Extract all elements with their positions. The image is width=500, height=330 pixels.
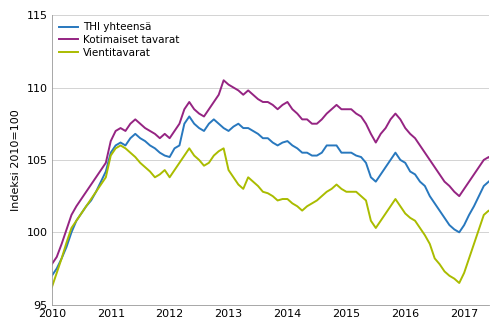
Kotimaiset tavarat bbox=[64, 227, 70, 231]
Line: Vientitavarat: Vientitavarat bbox=[52, 146, 500, 287]
Legend: THI yhteensä, Kotimaiset tavarat, Vientitavarat: THI yhteensä, Kotimaiset tavarat, Vienti… bbox=[57, 20, 182, 60]
Vientitavarat bbox=[182, 153, 188, 157]
Kotimaiset tavarat bbox=[196, 112, 202, 115]
Kotimaiset tavarat bbox=[49, 262, 55, 266]
Vientitavarat bbox=[64, 241, 70, 245]
Vientitavarat bbox=[49, 285, 55, 289]
Line: THI yhteensä: THI yhteensä bbox=[52, 116, 500, 276]
THI yhteensä bbox=[49, 274, 55, 278]
Kotimaiset tavarat bbox=[304, 117, 310, 121]
THI yhteensä bbox=[176, 144, 182, 148]
Y-axis label: Indeksi 2010=100: Indeksi 2010=100 bbox=[11, 109, 21, 211]
Kotimaiset tavarat bbox=[176, 122, 182, 126]
Vientitavarat bbox=[304, 204, 310, 208]
THI yhteensä bbox=[201, 129, 207, 133]
Vientitavarat bbox=[118, 144, 124, 148]
THI yhteensä bbox=[304, 151, 310, 155]
THI yhteensä bbox=[186, 115, 192, 118]
Vientitavarat bbox=[201, 164, 207, 168]
Kotimaiset tavarat bbox=[220, 78, 226, 82]
THI yhteensä bbox=[64, 245, 70, 249]
Line: Kotimaiset tavarat: Kotimaiset tavarat bbox=[52, 80, 500, 264]
